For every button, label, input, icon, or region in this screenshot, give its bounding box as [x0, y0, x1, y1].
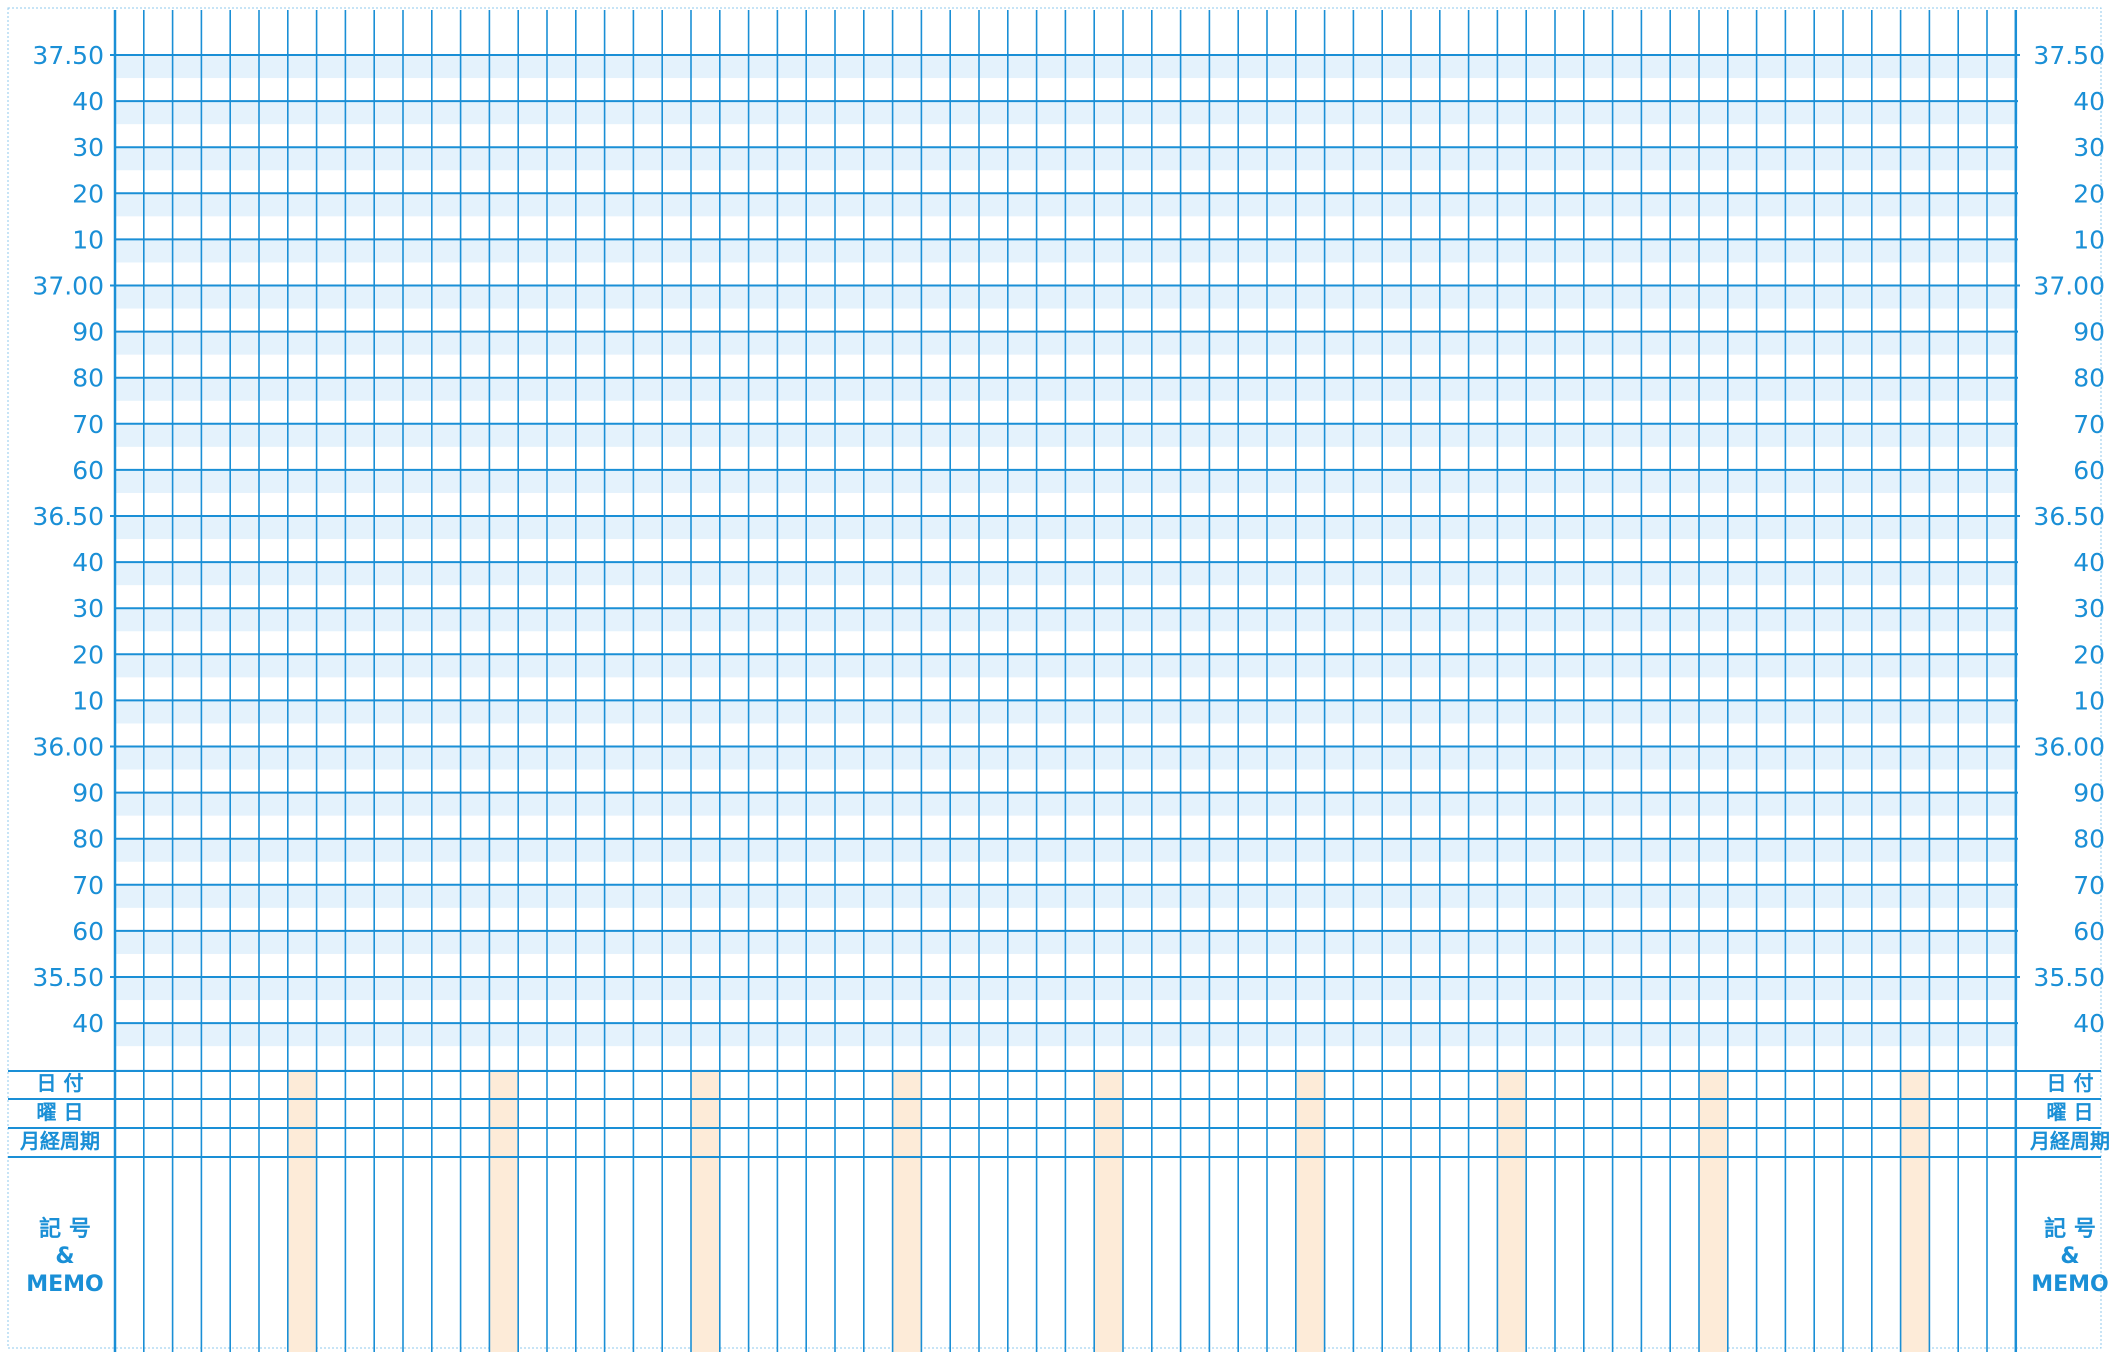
scale-label-left: 35.50 — [32, 963, 104, 992]
scale-label-right: 10 — [2073, 225, 2105, 254]
stripe-band — [115, 331, 2018, 355]
scale-label-right: 90 — [2073, 779, 2105, 808]
weekend-column — [287, 1071, 317, 1352]
scale-label-left: 10 — [72, 225, 104, 254]
stripe-band — [115, 1023, 2018, 1047]
scale-label-left: 40 — [72, 548, 104, 577]
scale-label-left: 40 — [72, 1009, 104, 1038]
scale-labels-left: 37.50 40 30 20 10 37.00 90 80 70 60 36.50 40 30 20 10 3… — [32, 41, 104, 1038]
row-label-date-left: 日 付 — [37, 1071, 84, 1095]
stripe-band — [115, 423, 2018, 447]
scale-label-right: 20 — [2073, 640, 2105, 669]
scale-label-left: 10 — [72, 686, 104, 715]
weekend-column — [1497, 1071, 1527, 1352]
scale-label-left: 36.50 — [32, 502, 104, 531]
scale-label-left: 60 — [72, 456, 104, 485]
stripe-band — [115, 516, 2018, 540]
vertical-lines — [113, 10, 2018, 1352]
memo-label-line3-right: MEMO — [2031, 1272, 2109, 1297]
scale-label-right: 36.50 — [2033, 502, 2105, 531]
row-label-weekday-left: 曜 日 — [37, 1100, 84, 1124]
scale-label-right: 60 — [2073, 917, 2105, 946]
stripe-band — [115, 469, 2018, 493]
stripe-band — [115, 884, 2018, 908]
memo-label-line2-left: & — [55, 1244, 74, 1269]
scale-label-left: 90 — [72, 318, 104, 347]
stripe-band — [115, 239, 2018, 263]
scale-label-left: 30 — [72, 594, 104, 623]
stripe-band — [115, 838, 2018, 862]
scale-label-right: 70 — [2073, 871, 2105, 900]
scale-label-left: 70 — [72, 871, 104, 900]
scale-label-left: 37.00 — [32, 272, 104, 301]
scale-label-right: 80 — [2073, 364, 2105, 393]
scale-label-left: 36.00 — [32, 733, 104, 762]
scale-label-right: 60 — [2073, 456, 2105, 485]
row-label-cycle-left: 月経周期 — [19, 1129, 100, 1153]
scale-label-right: 35.50 — [2033, 963, 2105, 992]
scale-label-right: 20 — [2073, 179, 2105, 208]
memo-label-line1-left: 記 号 — [39, 1216, 91, 1242]
stripe-band — [115, 608, 2018, 632]
stripe-band — [115, 654, 2018, 678]
stripe-band — [115, 377, 2018, 401]
stripe-band — [115, 792, 2018, 816]
stripe-band — [115, 285, 2018, 309]
scale-label-left: 20 — [72, 640, 104, 669]
scale-label-left: 80 — [72, 825, 104, 854]
row-label-date-right: 日 付 — [2047, 1071, 2094, 1095]
scale-label-left: 30 — [72, 133, 104, 162]
scale-label-right: 40 — [2073, 548, 2105, 577]
weekend-highlights — [287, 1071, 1930, 1352]
weekend-column — [489, 1071, 519, 1352]
scale-label-left: 37.50 — [32, 41, 104, 70]
page-border — [7, 7, 2102, 1349]
scale-labels-right: 37.50 40 30 20 10 37.00 90 80 70 60 36.50 40 30 20 10 3… — [2033, 41, 2105, 1038]
weekend-column — [1900, 1071, 1930, 1352]
scale-label-right: 36.00 — [2033, 733, 2105, 762]
scale-label-right: 10 — [2073, 686, 2105, 715]
memo-label-line3-left: MEMO — [26, 1272, 104, 1297]
stripe-band — [115, 930, 2018, 954]
scale-label-right: 90 — [2073, 318, 2105, 347]
stripe-bands — [115, 55, 2018, 1071]
row-label-weekday-right: 曜 日 — [2047, 1100, 2094, 1124]
stripe-band — [115, 562, 2018, 586]
scale-label-right: 30 — [2073, 594, 2105, 623]
memo-label-line2-right: & — [2060, 1244, 2079, 1269]
stripe-band — [115, 746, 2018, 770]
weekend-column — [892, 1071, 922, 1352]
stripe-band — [115, 977, 2018, 1001]
scale-label-right: 80 — [2073, 825, 2105, 854]
scale-label-left: 80 — [72, 364, 104, 393]
stripe-band — [115, 700, 2018, 724]
scale-label-left: 70 — [72, 410, 104, 439]
scale-label-left: 20 — [72, 179, 104, 208]
scale-label-right: 70 — [2073, 410, 2105, 439]
scale-label-left: 60 — [72, 917, 104, 946]
weekend-column — [1094, 1071, 1123, 1352]
weekend-column — [691, 1071, 720, 1352]
scale-label-left: 90 — [72, 779, 104, 808]
scale-label-right: 37.00 — [2033, 272, 2105, 301]
weekend-column — [1699, 1071, 1728, 1352]
scale-label-right: 37.50 — [2033, 41, 2105, 70]
stripe-band — [115, 55, 2018, 79]
stripe-band — [115, 101, 2018, 125]
stripe-band — [115, 147, 2018, 171]
row-label-cycle-right: 月経周期 — [2029, 1129, 2109, 1153]
scale-label-right: 30 — [2073, 133, 2105, 162]
stripe-band — [115, 193, 2018, 217]
scale-label-right: 40 — [2073, 1009, 2105, 1038]
weekend-column — [1295, 1071, 1325, 1352]
scale-label-right: 40 — [2073, 87, 2105, 116]
memo-label-line1-right: 記 号 — [2044, 1216, 2096, 1242]
scale-label-left: 40 — [72, 87, 104, 116]
